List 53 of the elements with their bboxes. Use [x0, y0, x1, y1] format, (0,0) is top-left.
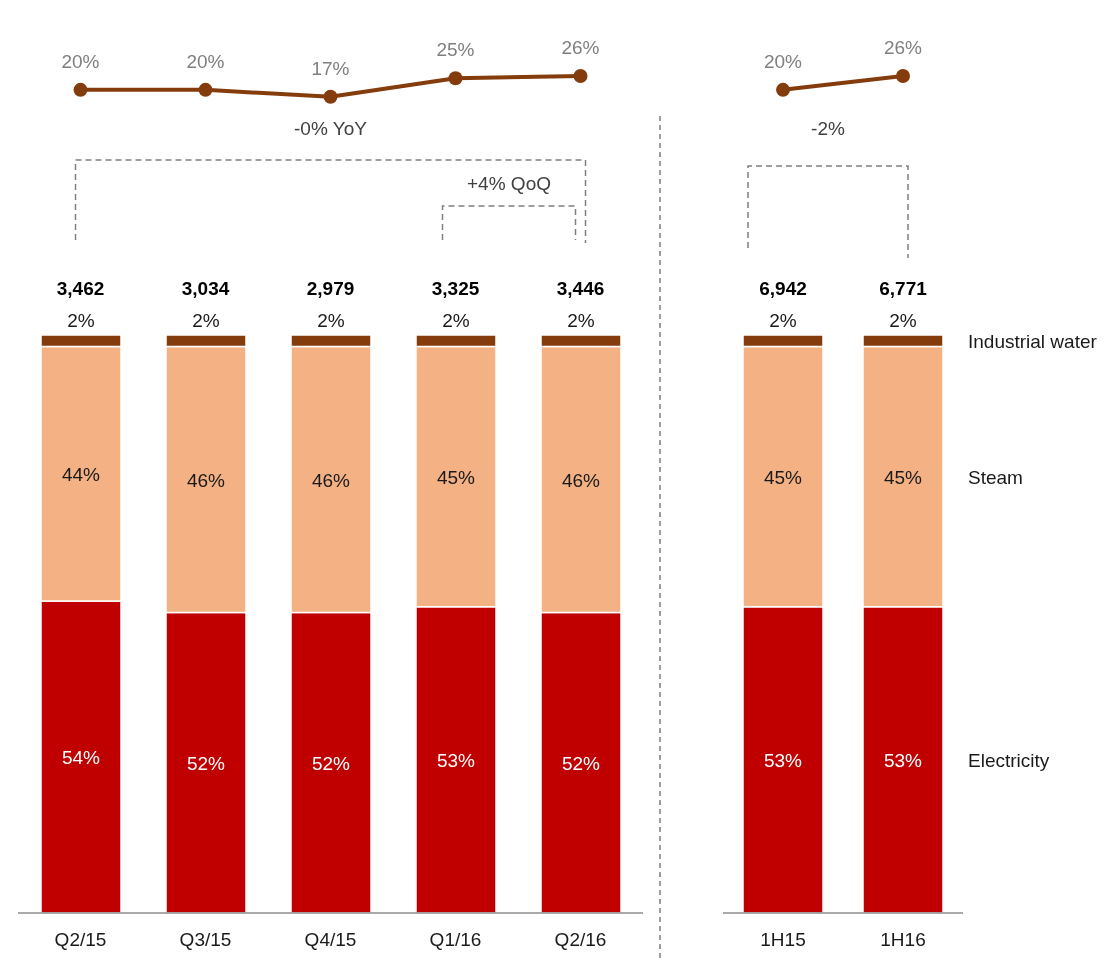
annotation: 6,942 — [759, 278, 807, 299]
data-label: 53% — [883, 749, 923, 771]
data-label: 2% — [67, 310, 95, 331]
x-tick-label: 1H16 — [880, 929, 926, 951]
data-label: 53% — [763, 749, 803, 771]
data-label: 2% — [889, 310, 917, 331]
data-label: 45% — [763, 466, 803, 488]
data-label: 17% — [311, 57, 350, 79]
data-label: 54% — [61, 746, 101, 768]
data-label: 2% — [317, 310, 345, 331]
annotation: 2,979 — [306, 278, 355, 299]
data-label: 20% — [763, 50, 803, 72]
x-tick-label: Q3/15 — [179, 929, 232, 951]
data-label: 2% — [192, 310, 220, 331]
text: -2% — [811, 118, 845, 139]
data-label: 46% — [561, 469, 601, 491]
x-tick-label: 1H15 — [760, 929, 806, 951]
x-tick-label: Q4/15 — [304, 929, 357, 951]
x-tick-label: Q1/16 — [429, 929, 482, 951]
data-label: 44% — [61, 463, 101, 485]
series-label: Steam — [968, 466, 1023, 488]
annotation: 3,034 — [181, 278, 230, 299]
data-label: 26% — [883, 37, 923, 58]
data-label: 45% — [883, 466, 923, 488]
data-label: 52% — [311, 752, 351, 774]
data-label: 46% — [311, 469, 351, 491]
data-label: 2% — [567, 310, 595, 331]
series-label: Electricity — [968, 749, 1050, 771]
point — [448, 71, 463, 86]
data-label: 52% — [561, 752, 601, 774]
data-label: 52% — [186, 752, 226, 774]
annotation: 3,325 — [431, 278, 480, 299]
data-label: 53% — [436, 749, 476, 771]
x-tick-label: Q2/15 — [54, 929, 107, 951]
text: +4% QoQ — [467, 173, 551, 194]
series-label: Industrial water — [968, 330, 1098, 352]
x-tick-label: Q2/16 — [554, 929, 607, 951]
data-label: 2% — [442, 310, 470, 331]
data-label: 2% — [769, 310, 797, 331]
point — [573, 69, 588, 83]
point — [198, 82, 213, 97]
annotation: 6,771 — [879, 278, 928, 299]
point — [73, 82, 88, 97]
annotation: 3,462 — [56, 278, 105, 299]
data-label: 45% — [436, 466, 476, 488]
data-label: 46% — [186, 469, 226, 491]
annotation: 3,446 — [556, 278, 605, 299]
data-label: 25% — [436, 39, 475, 61]
text: -0% YoY — [294, 118, 368, 139]
data-label: 26% — [561, 37, 600, 58]
data-label: 20% — [186, 50, 225, 72]
point — [323, 89, 338, 104]
data-label: 20% — [61, 50, 100, 72]
